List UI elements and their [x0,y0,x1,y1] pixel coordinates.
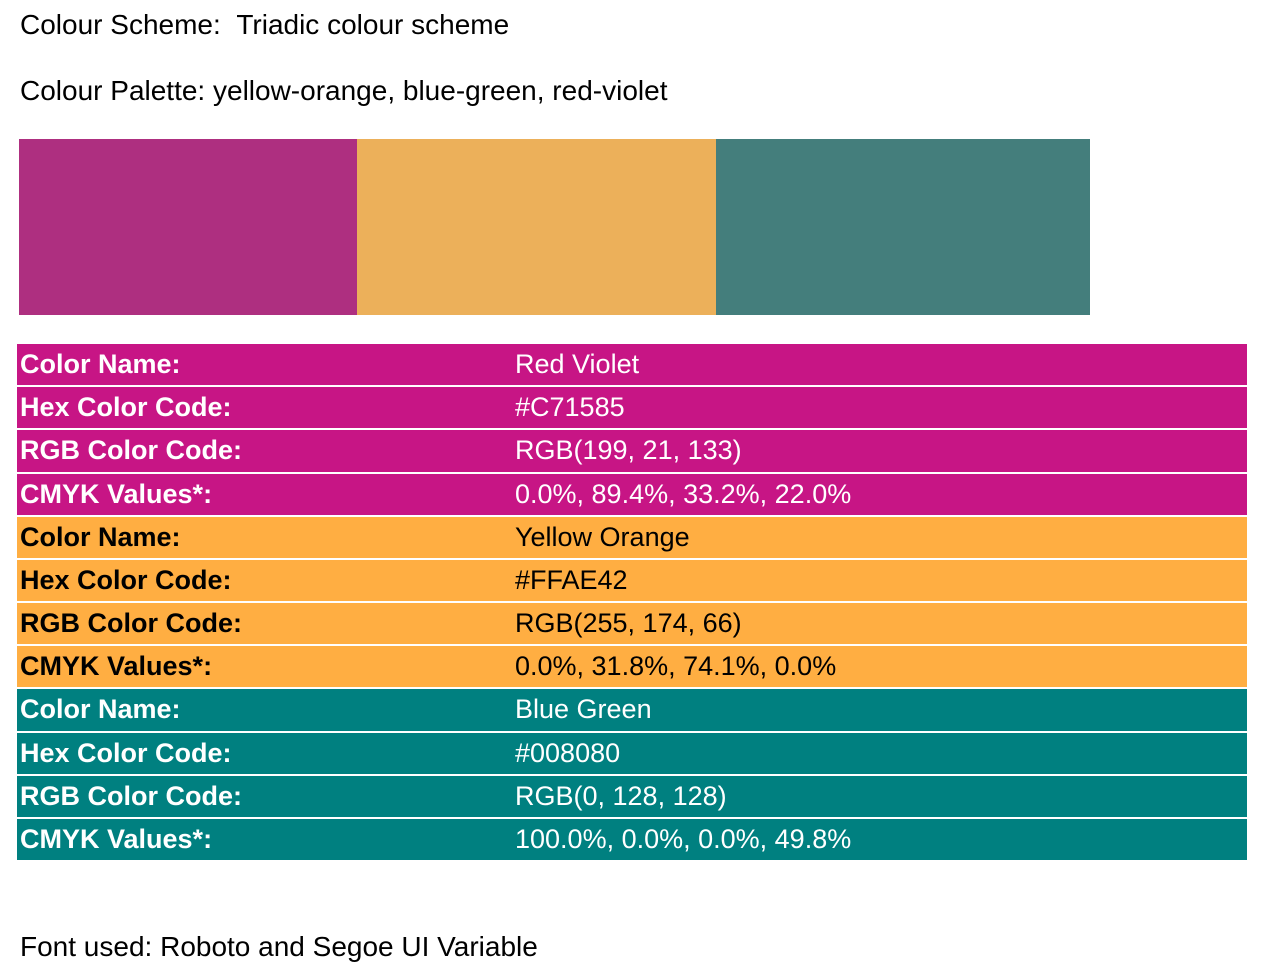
table-row: CMYK Values*: 0.0%, 31.8%, 74.1%, 0.0% [17,644,1247,688]
table-row: RGB Color Code: RGB(255, 174, 66) [17,601,1247,645]
row-value: 0.0%, 31.8%, 74.1%, 0.0% [515,651,837,682]
table-row: CMYK Values*: 0.0%, 89.4%, 33.2%, 22.0% [17,471,1247,515]
table-row: Color Name: Blue Green [17,687,1247,731]
row-label: CMYK Values*: [20,651,213,682]
row-label: Color Name: [20,521,181,552]
table-row: CMYK Values*: 100.0%, 0.0%, 0.0%, 49.8% [17,816,1247,861]
red-violet-swatch [19,139,357,315]
table-row: RGB Color Code: RGB(199, 21, 133) [17,428,1247,472]
row-value: Blue Green [515,694,652,725]
colour-swatch-strip [19,139,1090,315]
row-label: Hex Color Code: [20,564,232,595]
colour-scheme-label: Colour Scheme: [20,9,221,40]
blue-green-swatch [716,139,1090,315]
table-row: Hex Color Code: #008080 [17,730,1247,774]
colour-scheme-line: Colour Scheme: Triadic colour scheme [20,9,509,41]
row-label: CMYK Values*: [20,823,213,854]
row-label: RGB Color Code: [20,435,242,466]
font-used-label: Font used: [20,931,153,962]
colour-palette-value: yellow-orange, blue-green, red-violet [213,75,668,106]
row-label: CMYK Values*: [20,478,213,509]
font-used-line: Font used: Roboto and Segoe UI Variable [20,931,538,963]
row-value: 100.0%, 0.0%, 0.0%, 49.8% [515,823,852,854]
row-label: RGB Color Code: [20,780,242,811]
font-used-value: Roboto and Segoe UI Variable [160,931,538,962]
table-row: Hex Color Code: #C71585 [17,385,1247,429]
table-row: Color Name: Red Violet [17,342,1247,386]
row-label: Color Name: [20,349,181,380]
colour-palette-label: Colour Palette: [20,75,206,106]
row-label: Hex Color Code: [20,392,232,423]
row-value: RGB(0, 128, 128) [515,780,727,811]
row-value: RGB(255, 174, 66) [515,608,742,639]
row-value: 0.0%, 89.4%, 33.2%, 22.0% [515,478,852,509]
row-label: RGB Color Code: [20,608,242,639]
row-value: Red Violet [515,349,640,380]
colour-scheme-value: Triadic colour scheme [236,9,510,40]
colour-palette-line: Colour Palette: yellow-orange, blue-gree… [20,75,667,107]
row-label: Hex Color Code: [20,737,232,768]
row-label: Color Name: [20,694,181,725]
table-row: RGB Color Code: RGB(0, 128, 128) [17,773,1247,817]
row-value: RGB(199, 21, 133) [515,435,742,466]
color-details-table: Color Name: Red Violet Hex Color Code: #C71… [17,342,1247,861]
yellow-orange-swatch [357,139,716,315]
row-value: Yellow Orange [515,521,690,552]
table-row: Hex Color Code: #FFAE42 [17,557,1247,602]
row-value: #008080 [515,737,621,768]
table-row: Color Name: Yellow Orange [17,514,1247,558]
row-value: #FFAE42 [515,564,628,595]
row-value: #C71585 [515,392,625,423]
